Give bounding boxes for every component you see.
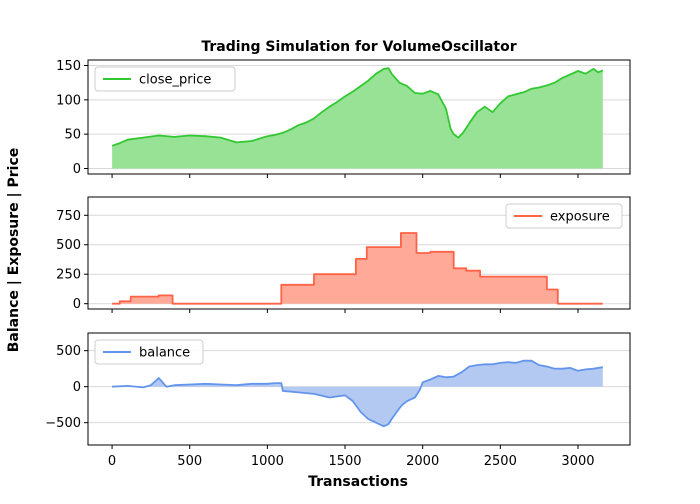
x-tick-label: 3000 — [561, 454, 594, 469]
y-tick-label: 150 — [56, 59, 81, 74]
y-tick-label: 0 — [73, 380, 81, 395]
series-line-close_price — [111, 67, 604, 147]
x-tick-label: 2000 — [406, 454, 439, 469]
plot-frame — [87, 196, 631, 310]
x-tick-label: 1000 — [251, 454, 284, 469]
series-area-exposure — [112, 233, 603, 304]
y-tick-label: 500 — [56, 238, 81, 253]
series-line-balance — [112, 359, 603, 428]
y-tick-label: 0 — [73, 297, 81, 312]
plot-frame — [87, 332, 631, 446]
panel-exposure: 0 250 500 750 exposure — [56, 196, 631, 313]
x-tick-label: 2500 — [484, 454, 517, 469]
legend-box — [505, 203, 623, 229]
y-tick-label: 250 — [56, 268, 81, 283]
legend-label: balance — [139, 346, 190, 361]
series-line-exposure — [112, 232, 603, 305]
panel-balance: −500 0 500 0 500 1000 1500 2000 2500 3000 balance — [45, 332, 631, 469]
series-area-close_price — [112, 68, 603, 169]
y-tick-label: 50 — [64, 128, 81, 143]
y-tick-label: 100 — [56, 93, 81, 108]
legend-box — [94, 66, 236, 92]
x-tick-label: 500 — [177, 454, 202, 469]
y-tick-label: 750 — [56, 209, 81, 224]
legend-close_price: close_price — [94, 66, 236, 92]
legend-box — [94, 339, 204, 365]
legend-label: close_price — [139, 73, 211, 88]
x-tick-label: 0 — [108, 454, 116, 469]
legend-exposure: exposure — [505, 203, 623, 229]
x-axis-title: Transactions — [308, 474, 408, 490]
series-area-balance — [112, 360, 603, 427]
legend-balance: balance — [94, 339, 204, 365]
panel-close_price: 0 50 100 150 close_price — [56, 59, 631, 178]
plot-frame — [87, 59, 631, 175]
x-tick-label: 1500 — [328, 454, 361, 469]
y-tick-label: 0 — [73, 162, 81, 177]
chart-title: Trading Simulation for VolumeOscillator — [201, 39, 516, 55]
legend-label: exposure — [550, 210, 610, 225]
y-tick-label: 500 — [56, 344, 81, 359]
y-tick-label: −500 — [45, 416, 81, 431]
y-axis-title: Balance | Exposure | Price — [6, 148, 22, 353]
